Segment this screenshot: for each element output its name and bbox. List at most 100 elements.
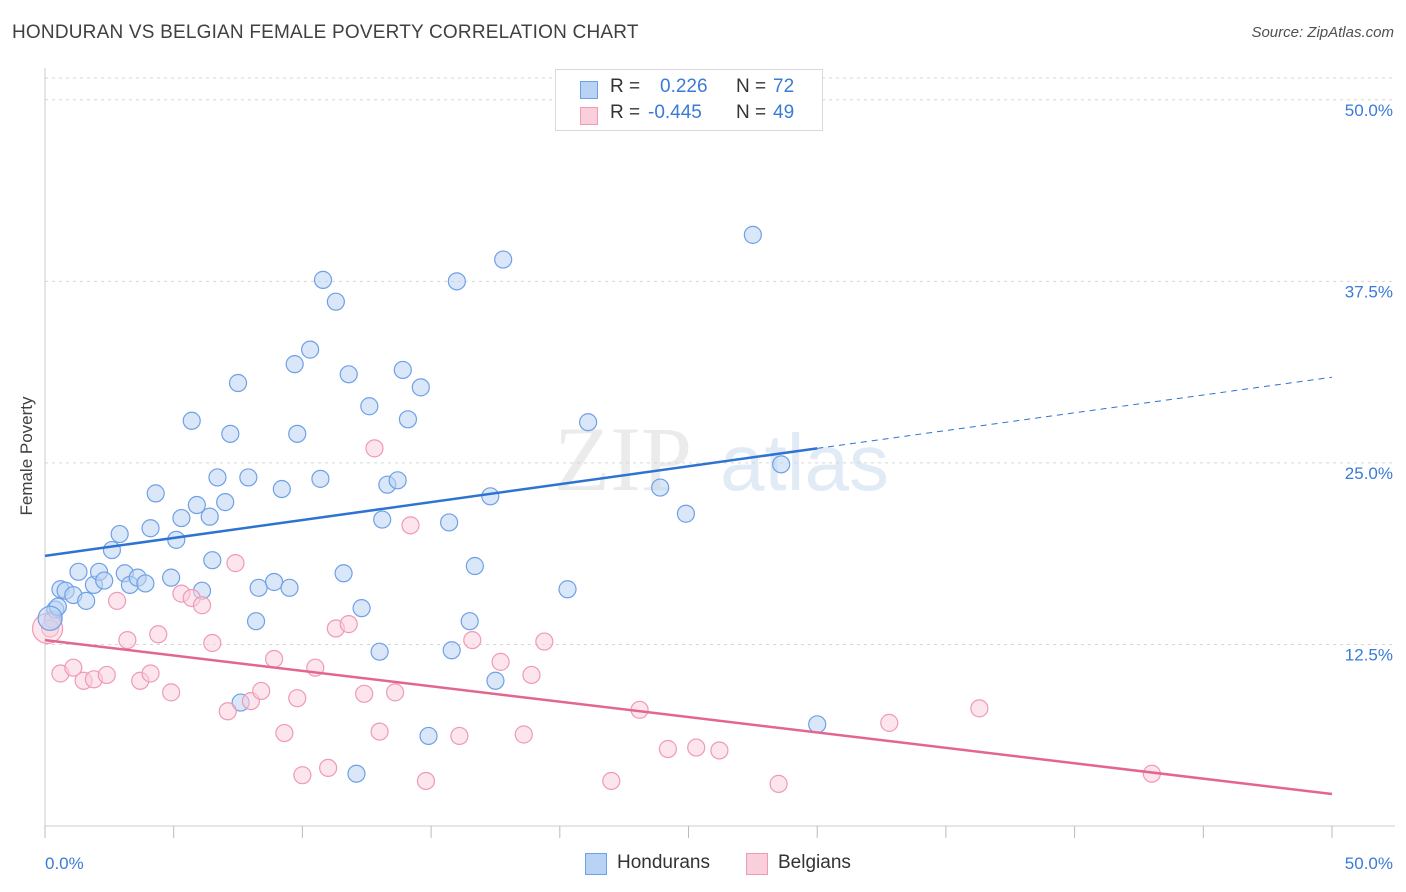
honduran-point [239,468,258,487]
belgian-trend-line [44,638,1333,796]
trend-lines [44,376,1333,796]
legend-n-value: 72 [773,76,795,97]
honduran-point [743,225,762,244]
watermark: ZIP atlas [554,408,889,510]
honduran-point [398,410,418,429]
legend-r-value: -0.445 [648,102,702,123]
honduran-point [69,562,88,581]
belgian-point [339,615,358,634]
honduran-point [216,493,235,512]
watermark-zip: ZIP [554,408,692,510]
belgian-point [118,630,137,650]
honduran-point [162,568,181,587]
honduran-point [200,507,219,526]
honduran-trend-line [44,447,818,558]
x-tick-label-start: 0.0% [45,854,84,873]
belgian-point [107,591,127,610]
honduran-point [558,580,577,599]
axes [44,68,1395,838]
belgian-point [218,702,237,721]
belgian-point [293,766,312,785]
belgian-point [491,652,510,671]
belgian-point [192,596,212,615]
honduran-point [95,571,114,590]
legend-box: R = 0.226 N = 72 R = -0.445 N = 49 [555,69,823,131]
honduran-point [481,487,500,506]
honduran-point [221,424,240,443]
honduran-point [411,378,430,397]
belgian-point [687,738,706,757]
honduran-point [808,715,827,734]
watermark-atlas: atlas [720,418,889,507]
grid-lines [45,77,1392,645]
belgian-point [880,713,899,732]
belgian-point [535,632,554,651]
honduran-point [182,411,201,430]
belgian-point [97,665,116,685]
belgian-point [252,681,271,701]
belgian-point [385,683,405,702]
legend-n-value: 49 [773,102,795,123]
belgian-point [450,726,469,746]
bottom-legend-label-hondurans: Hondurans [617,852,710,873]
honduran-point [465,556,484,576]
honduran-point [360,397,379,416]
honduran-point [347,764,366,783]
honduran-point [280,578,299,597]
honduran-point [285,355,304,374]
legend-n-label: N = [736,76,767,97]
chart-source: Source: ZipAtlas.com [1251,24,1394,41]
honduran-point-large [37,605,63,631]
bottom-legend-swatch-belgians [746,853,768,875]
y-tick-label: 50.0% [1345,101,1393,120]
belgian-point [769,774,788,793]
honduran-point [110,524,129,544]
belgian-point [226,554,245,573]
honduran-point [272,479,291,499]
legend-r-value: 0.226 [660,76,708,97]
chart-title: HONDURAN VS BELGIAN FEMALE POVERTY CORRE… [12,22,639,43]
honduran-point [339,365,358,384]
honduran-point [288,424,307,443]
bottom-legend-swatch-hondurans [585,853,607,875]
belgian-point [522,665,541,685]
belgian-point [365,439,384,458]
honduran-point [301,340,320,359]
honduran-point [311,469,330,488]
honduran-point [246,612,266,631]
belgian-point [141,664,160,683]
legend-swatch-belgians [580,107,598,125]
belgian-point [602,771,621,791]
belgian-point [416,771,436,791]
belgian-point [264,649,284,669]
belgian-point [401,516,420,535]
belgian-point [288,689,307,708]
honduran-point [447,272,466,291]
legend-r-label: R = [610,76,641,97]
belgian-point [514,725,533,744]
honduran-point [146,484,165,503]
honduran-point [208,468,227,487]
belgian-point [970,699,989,718]
belgian-point [370,722,389,741]
honduran-point [373,510,392,529]
honduran-trend-extension [817,376,1333,449]
belgian-point [710,741,729,760]
belgian-point [64,658,83,677]
y-tick-label: 25.0% [1345,464,1393,483]
belgian-point [275,723,294,743]
honduran-point [494,250,513,269]
honduran-point [772,455,791,474]
belgian-point [162,683,181,702]
honduran-point [486,671,505,690]
bottom-legend-label-belgians: Belgians [778,852,851,873]
honduran-point [136,574,155,593]
belgian-point [658,739,678,759]
honduran-point [187,495,206,515]
legend-n-label: N = [736,102,767,123]
honduran-point [172,508,191,528]
honduran-point [370,642,389,661]
honduran-point [393,360,412,380]
belgian-point [319,758,338,778]
belgian-point [463,630,482,650]
